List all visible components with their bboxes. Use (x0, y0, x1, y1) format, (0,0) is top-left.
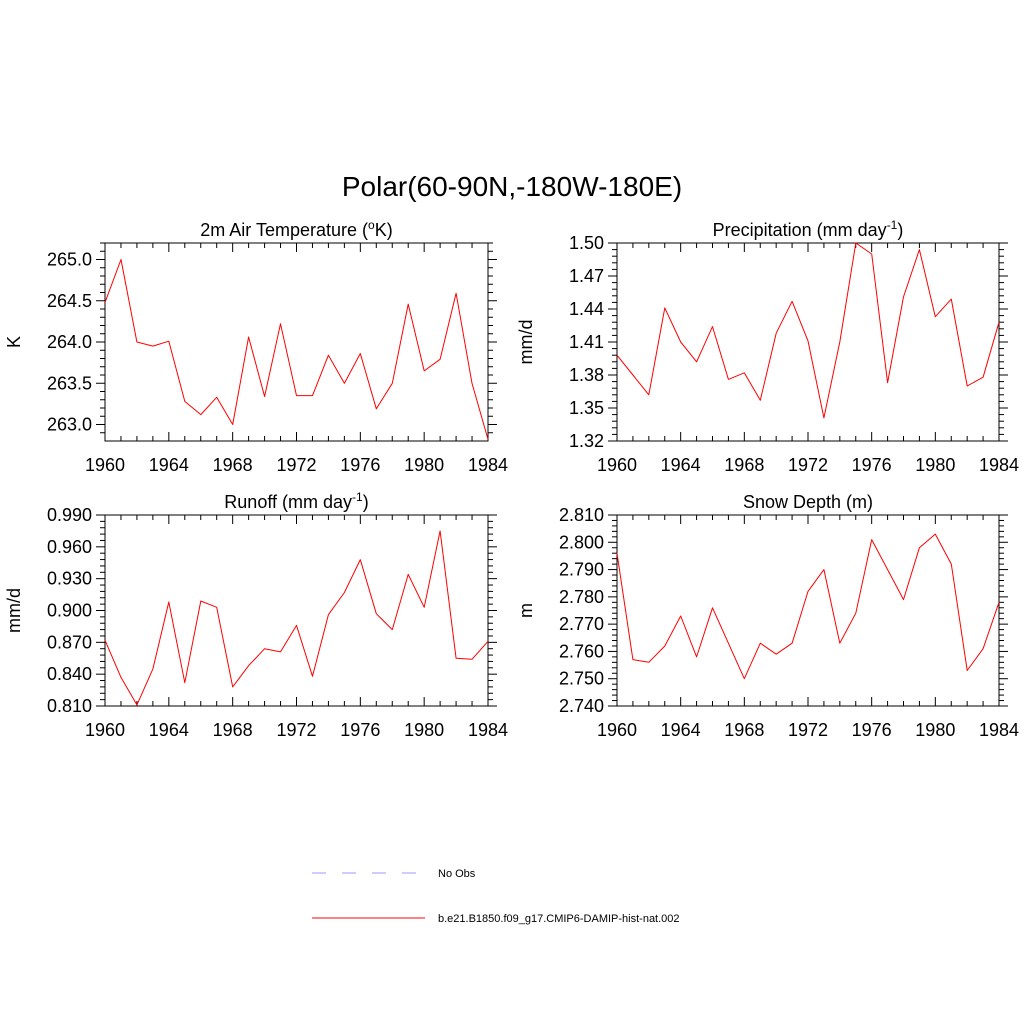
chart-panel-precipitation: Precipitation (mm day-1) mm/d 1960 1964 1968… (516, 218, 1019, 475)
y-tick-label: 1.38 (569, 365, 604, 385)
y-axis-label: K (4, 336, 24, 348)
x-tick-label: 1964 (149, 720, 189, 740)
y-tick-label: 2.790 (559, 560, 604, 580)
x-tick-label: 1980 (915, 720, 955, 740)
x-tick-label: 1984 (979, 720, 1019, 740)
y-axis-label: m (516, 603, 536, 618)
y-tick-label: 1.47 (569, 266, 604, 286)
y-tick-label: 1.50 (569, 233, 604, 253)
y-tick-label: 0.810 (47, 696, 92, 716)
series-line (616, 533, 1000, 680)
series-line (104, 259, 489, 440)
y-tick-label: 1.41 (569, 332, 604, 352)
x-tick-label: 1968 (213, 455, 253, 475)
y-tick-label: 0.840 (47, 664, 92, 684)
legend-label-model-run: b.e21.B1850.f09_g17.CMIP6-DAMIP-hist-nat… (438, 913, 680, 925)
y-tick-label: 2.750 (559, 669, 604, 689)
x-tick-label: 1960 (85, 720, 125, 740)
y-tick-label: 0.990 (47, 505, 92, 525)
y-tick-label: 2.770 (559, 614, 604, 634)
chart-panel-runoff: Runoff (mm day-1) mm/d 1960 1964 1968 1972 197… (4, 490, 508, 740)
x-tick-label: 1960 (597, 455, 637, 475)
x-tick-label: 1984 (468, 455, 508, 475)
y-tick-label: 264.0 (47, 332, 92, 352)
x-tick-label: 1976 (852, 720, 892, 740)
y-tick-label: 265.0 (47, 250, 92, 270)
x-tick-label: 1964 (661, 720, 701, 740)
x-tick-label: 1980 (404, 455, 444, 475)
y-tick-label: 2.760 (559, 641, 604, 661)
x-tick-label: 1972 (276, 720, 316, 740)
series-line (616, 242, 1000, 419)
y-tick-label: 0.870 (47, 632, 92, 652)
y-tick-label: 1.32 (569, 431, 604, 451)
series-line (104, 530, 489, 706)
x-tick-label: 1972 (788, 720, 828, 740)
x-tick-label: 1984 (979, 455, 1019, 475)
x-tick-label: 1964 (149, 455, 189, 475)
x-tick-label: 1984 (468, 720, 508, 740)
y-tick-label: 263.5 (47, 373, 92, 393)
y-axis-label: mm/d (516, 320, 536, 365)
y-axis-label: mm/d (4, 588, 24, 633)
y-tick-label: 2.740 (559, 696, 604, 716)
panel-title: Snow Depth (m) (743, 492, 873, 512)
y-tick-label: 264.5 (47, 291, 92, 311)
x-tick-label: 1980 (404, 720, 444, 740)
y-tick-label: 0.930 (47, 569, 92, 589)
y-tick-label: 263.0 (47, 415, 92, 435)
figure-title: Polar(60-90N,-180W-180E) (342, 171, 682, 202)
chart-panel-snow-depth: Snow Depth (m) m 1960 1964 1968 1972 1976 1980 1… (516, 492, 1019, 740)
x-tick-label: 1968 (213, 720, 253, 740)
panel-title: Runoff (mm day-1) (224, 490, 368, 512)
chart-panel-air-temperature: 2m Air Temperature (oK) K 1960 1964 1968 1972… (4, 218, 508, 475)
x-tick-label: 1972 (788, 455, 828, 475)
x-tick-label: 1976 (340, 455, 380, 475)
panel-title: Precipitation (mm day-1) (713, 218, 904, 240)
y-tick-label: 1.35 (569, 398, 604, 418)
panels-group: 2m Air Temperature (oK) K 1960 1964 1968 1972… (4, 218, 1019, 740)
y-tick-label: 0.960 (47, 537, 92, 557)
legend-label-no-obs: No Obs (438, 868, 476, 880)
x-tick-label: 1960 (597, 720, 637, 740)
y-tick-label: 2.800 (559, 532, 604, 552)
x-tick-label: 1976 (852, 455, 892, 475)
y-tick-label: 1.44 (569, 299, 604, 319)
x-tick-label: 1964 (661, 455, 701, 475)
y-tick-label: 2.780 (559, 587, 604, 607)
x-tick-label: 1976 (340, 720, 380, 740)
x-tick-label: 1972 (276, 455, 316, 475)
y-tick-label: 2.810 (559, 505, 604, 525)
x-tick-label: 1968 (724, 455, 764, 475)
x-tick-label: 1968 (724, 720, 764, 740)
legend: No Obs b.e21.B1850.f09_g17.CMIP6-DAMIP-h… (312, 868, 680, 925)
x-tick-label: 1980 (915, 455, 955, 475)
y-tick-label: 0.900 (47, 601, 92, 621)
x-tick-label: 1960 (85, 455, 125, 475)
panel-title: 2m Air Temperature (oK) (200, 218, 392, 240)
